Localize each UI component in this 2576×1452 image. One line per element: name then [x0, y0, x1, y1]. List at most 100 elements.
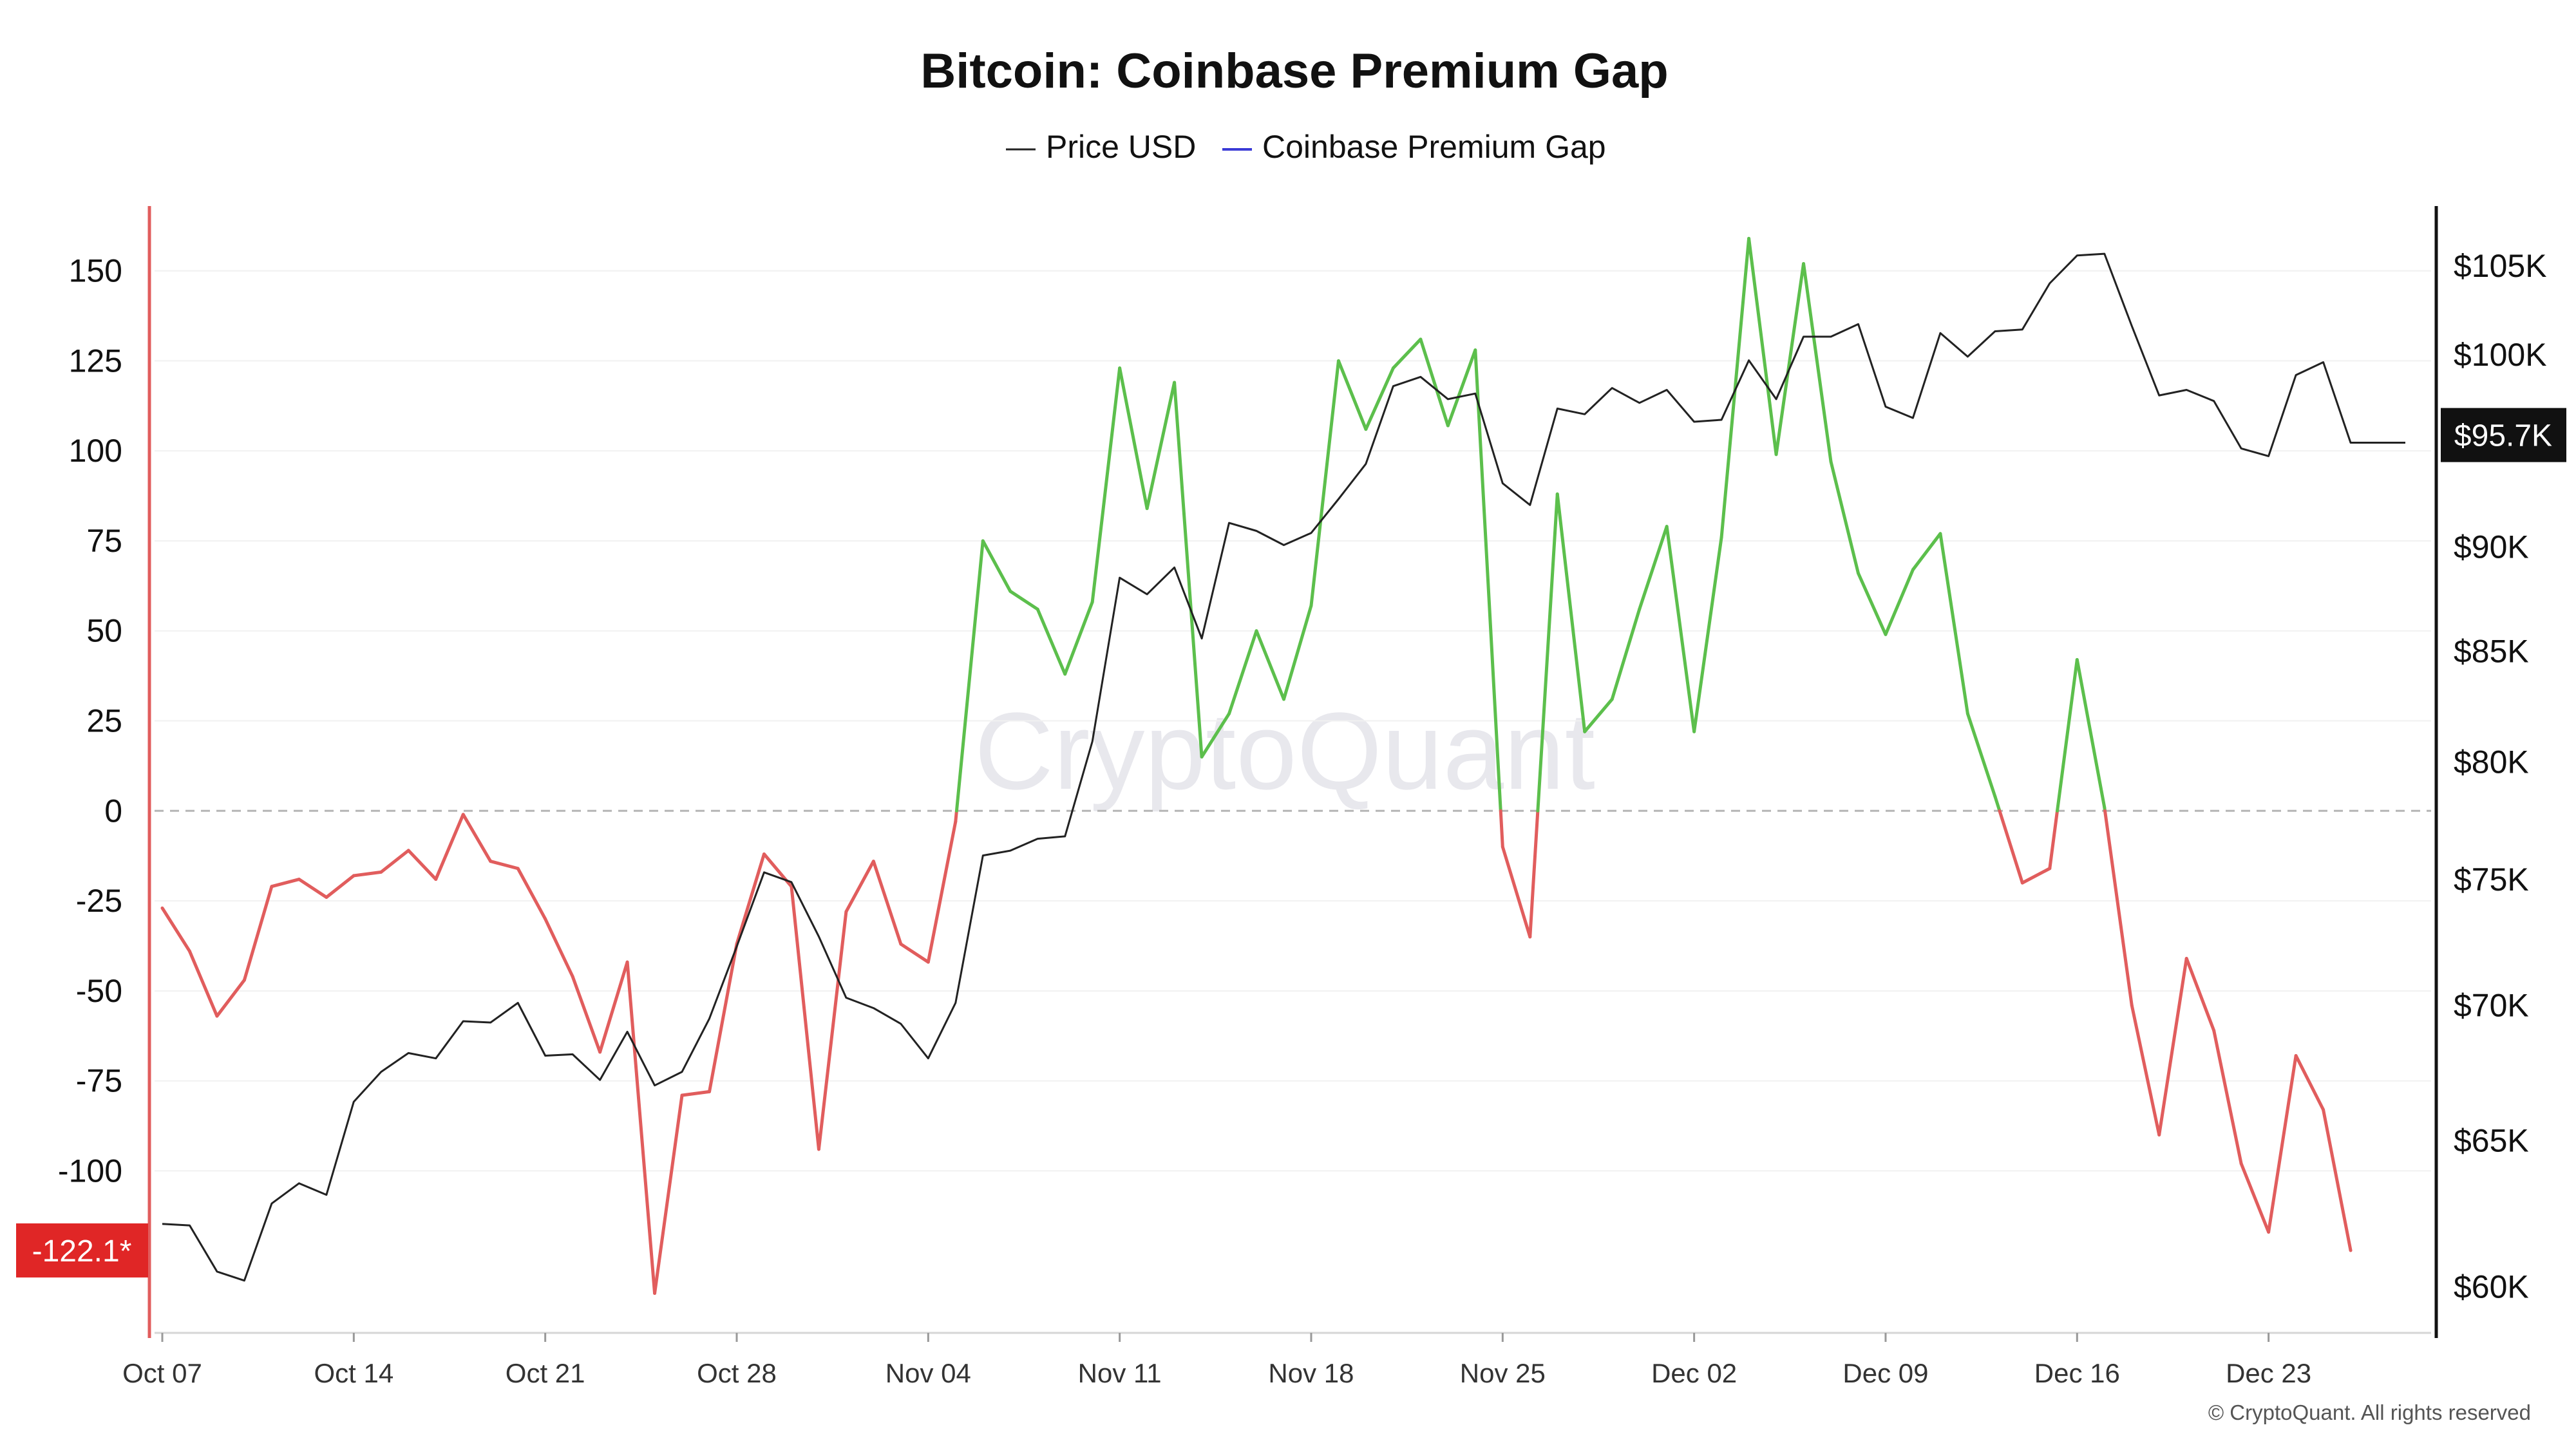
- x-tick-label: Dec 02: [1651, 1358, 1737, 1388]
- x-tick-label: Dec 23: [2226, 1358, 2311, 1388]
- gap-segment: [2267, 1053, 2298, 1234]
- gap-segment: [1336, 359, 1368, 431]
- y-right-tick-label: $85K: [2454, 634, 2529, 670]
- gap-segment: [1802, 261, 1833, 464]
- y-right-tick-label: $75K: [2454, 862, 2529, 898]
- gap-segment: [1090, 366, 1122, 604]
- gap-segment: [2020, 867, 2052, 885]
- gap-segment: [899, 942, 930, 964]
- gap-segment: [1747, 236, 1778, 457]
- gap-segment: [571, 974, 602, 1054]
- gap-segment: [2294, 1053, 2325, 1111]
- chart-title: Bitcoin: Coinbase Premium Gap: [920, 44, 1668, 99]
- gap-segment: [1473, 348, 1502, 813]
- legend-price-label[interactable]: Price USD: [1046, 129, 1196, 165]
- gap-segment: [817, 910, 848, 1151]
- gap-segment: [516, 867, 547, 921]
- gap-segment: [954, 809, 958, 824]
- gap-segment: [1774, 261, 1806, 457]
- gap-segment: [1145, 381, 1177, 511]
- gap-segment: [680, 1089, 712, 1097]
- gap-segment: [1063, 600, 1094, 676]
- gap-segment: [2322, 1108, 2353, 1252]
- gap-segment: [735, 852, 766, 946]
- gap-segment: [1911, 532, 1942, 572]
- gap-segment: [242, 885, 274, 982]
- gap-segment: [1555, 492, 1587, 733]
- y-left-tick-label: 25: [86, 703, 122, 739]
- gap-segment: [2075, 657, 2107, 809]
- gap-segment: [1856, 571, 1888, 636]
- copyright-credit: © CryptoQuant. All rights reserved: [2208, 1400, 2531, 1424]
- y-right-tick-label: $60K: [2454, 1268, 2529, 1305]
- gap-segment: [1499, 809, 1504, 849]
- gap-segment: [1364, 366, 1395, 431]
- gap-segment: [489, 860, 520, 871]
- gap-segment: [926, 820, 958, 964]
- labels-layer: $95.7K -122.1*: [16, 408, 2566, 1278]
- gap-segment: [1391, 337, 1423, 370]
- y-right-tick-label: $65K: [2454, 1123, 2529, 1159]
- gap-segment: [844, 860, 875, 914]
- legend-gap-label[interactable]: Coinbase Premium Gap: [1262, 129, 1606, 165]
- gap-segment: [1501, 845, 1532, 939]
- series-layer: [160, 236, 2405, 1295]
- gap-segment: [544, 917, 574, 978]
- last-price-badge: [2441, 408, 2566, 462]
- x-tick-label: Oct 07: [122, 1358, 202, 1388]
- x-tick-label: Nov 18: [1268, 1358, 1354, 1388]
- y-left-tick-label: -75: [76, 1063, 122, 1099]
- y-right-tick-label: $80K: [2454, 744, 2529, 780]
- y-right-tick-label: $100K: [2454, 337, 2547, 373]
- last-price-label: $95.7K: [2454, 419, 2552, 453]
- gap-segment: [379, 849, 410, 874]
- gap-segment: [406, 849, 438, 882]
- gap-segment: [2184, 957, 2216, 1032]
- gap-segment: [1536, 492, 1559, 813]
- gap-segment: [653, 1093, 684, 1295]
- gap-segment: [352, 870, 383, 878]
- gap-segment: [1036, 607, 1067, 676]
- gap-segment: [2103, 809, 2134, 1007]
- gap-segment: [434, 813, 465, 882]
- gap-segment: [1692, 535, 1723, 733]
- gap-segment: [1583, 697, 1614, 733]
- watermark: CryptoQuant: [974, 690, 1595, 813]
- gap-segment: [1965, 712, 1997, 798]
- gap-segment: [1227, 629, 1258, 715]
- gap-segment: [2048, 809, 2060, 871]
- legend[interactable]: Price USD Coinbase Premium Gap: [1006, 129, 1606, 165]
- x-tick-label: Dec 16: [2034, 1358, 2120, 1388]
- gap-segment: [2212, 1028, 2243, 1165]
- gap-segment: [160, 906, 191, 953]
- gap-segment: [2056, 657, 2079, 813]
- y-left-tick-label: 125: [69, 343, 122, 379]
- y-left-tick-label: 75: [86, 523, 122, 559]
- gap-segment: [2130, 1003, 2161, 1136]
- y-left-tick-label: -50: [76, 973, 122, 1009]
- y-left-tick-label: -100: [58, 1153, 122, 1189]
- gap-segment: [1528, 809, 1540, 939]
- gap-segment: [1446, 348, 1477, 428]
- gap-segment: [297, 878, 328, 899]
- gap-segment: [871, 860, 903, 946]
- gap-segment: [954, 539, 985, 813]
- gap-segment: [187, 949, 219, 1018]
- gap-segment: [598, 960, 629, 1054]
- y-left-tick-label: 150: [69, 253, 122, 289]
- y-left-tick-label: 50: [86, 613, 122, 649]
- gap-segment: [625, 960, 657, 1295]
- gap-segment: [1993, 795, 2002, 813]
- gap-segment: [1638, 525, 1669, 611]
- x-tick-label: Dec 09: [1842, 1358, 1928, 1388]
- axes-layer: 150 125 100 75 50 25 0 -25 -50 -75 -100 $105K $100K $…: [58, 206, 2547, 1388]
- gap-segment: [2239, 1162, 2271, 1234]
- gap-segment: [325, 874, 355, 899]
- gap-segment: [1419, 337, 1450, 428]
- y-right-tick-label: $70K: [2454, 988, 2529, 1024]
- last-gap-label: -122.1*: [32, 1234, 132, 1268]
- gap-segment: [1282, 604, 1313, 701]
- x-tick-label: Nov 25: [1460, 1358, 1546, 1388]
